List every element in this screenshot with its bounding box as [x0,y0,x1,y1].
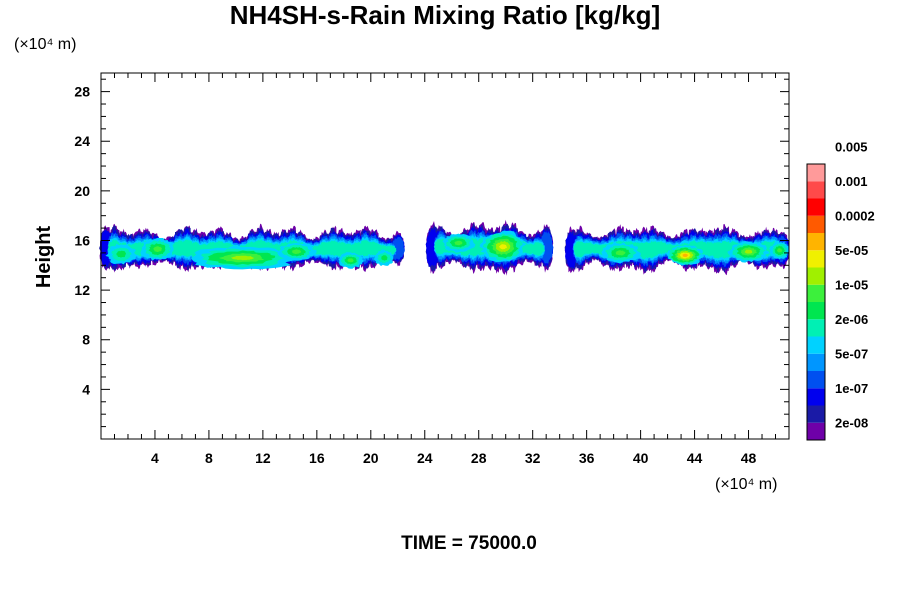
x-tick-label: 36 [579,450,595,466]
colorbar-swatch [807,233,825,251]
contour-core-7 [116,250,126,258]
colorbar-swatch [807,371,825,389]
colorbar-label: 0.0002 [835,208,875,223]
x-tick-label: 28 [471,450,487,466]
contour-core-8 [291,249,302,255]
colorbar-label: 1e-07 [835,381,868,396]
x-tick-label: 24 [417,450,433,466]
colorbar-swatch [807,422,825,440]
contour-level-3 [540,231,554,264]
colorbar-swatch [807,388,825,406]
chart-title: NH4SH-s-Rain Mixing Ratio [kg/kg] [230,0,660,30]
contour-core-8 [776,248,783,253]
colorbar-label: 5e-07 [835,346,868,361]
y-tick-label: 16 [74,232,90,248]
x-tick-label: 48 [741,450,757,466]
contour-core-8 [454,240,463,246]
colorbar-label: 2e-06 [835,312,868,327]
colorbar-swatch [807,164,825,182]
y-tick-label: 20 [74,183,90,199]
x-tick-label: 20 [363,450,379,466]
x-tick-label: 40 [633,450,649,466]
contour-core-8 [347,258,354,263]
time-label: TIME = 75000.0 [401,533,537,554]
contour-core-11 [682,253,688,258]
colorbar-swatch [807,267,825,285]
contour-core-8 [153,246,162,253]
colorbar-swatch [807,215,825,233]
colorbar-swatch [807,284,825,302]
colorbar-swatch [807,250,825,268]
colorbar-swatch [807,319,825,337]
colorbar-label: 0.001 [835,174,868,189]
contour-core-7 [381,255,388,261]
y-tick-label: 8 [82,332,90,348]
colorbar-label: 1e-05 [835,277,868,292]
x-tick-label: 4 [151,450,159,466]
contour-core-9 [744,249,753,254]
y-axis-label: Height [33,226,55,289]
colorbar-swatch [807,353,825,371]
colorbar-swatch [807,181,825,199]
y-unit-label: (×10⁴ m) [14,36,76,53]
cloud-field [99,219,790,276]
y-tick-label: 28 [74,84,90,100]
y-tick-label: 24 [74,133,90,149]
x-tick-label: 32 [525,450,541,466]
y-tick-label: 4 [82,381,90,397]
colorbar-frame [806,163,826,441]
colorbar-label: 5e-05 [835,243,868,258]
x-tick-label: 8 [205,450,213,466]
colorbar-swatch [807,198,825,216]
colorbar-label: 2e-08 [835,415,868,430]
y-tick-label: 12 [74,282,90,298]
colorbar: 2e-08 1e-07 5e-07 2e-06 1e-05 5e-05 0.0002 0.00… [806,139,875,441]
contour-level-6 [531,241,545,256]
colorbar-swatch [807,302,825,320]
contour-core-8 [615,250,626,256]
contour-core-9 [231,255,255,261]
x-tick-label: 12 [255,450,271,466]
colorbar-swatch [807,405,825,423]
contour-level-6 [654,241,668,255]
plot-frame [100,72,790,440]
contour-core-10 [499,244,507,250]
x-tick-label: 16 [309,450,325,466]
x-unit-label: (×10⁴ m) [715,476,777,493]
colorbar-label: 0.005 [835,139,868,154]
x-tick-label: 44 [687,450,703,466]
colorbar-swatch [807,336,825,354]
